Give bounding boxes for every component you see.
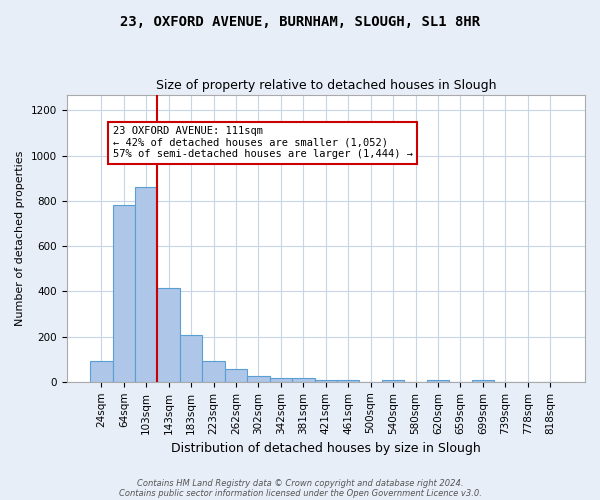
Bar (382, 380, 404, 382)
Text: 23 OXFORD AVENUE: 111sqm
← 42% of detached houses are smaller (1,052)
57% of sem: 23 OXFORD AVENUE: 111sqm ← 42% of detach… (113, 126, 413, 160)
Bar (292, 378, 314, 382)
Bar (472, 380, 494, 382)
Bar (337, 380, 359, 382)
Bar (135, 188, 157, 382)
X-axis label: Distribution of detached houses by size in Slough: Distribution of detached houses by size … (171, 442, 481, 455)
Y-axis label: Number of detached properties: Number of detached properties (15, 150, 25, 326)
Bar (90, 362, 113, 382)
Text: Contains HM Land Registry data © Crown copyright and database right 2024.: Contains HM Land Registry data © Crown c… (137, 478, 463, 488)
Bar (225, 370, 247, 382)
Text: 23, OXFORD AVENUE, BURNHAM, SLOUGH, SL1 8HR: 23, OXFORD AVENUE, BURNHAM, SLOUGH, SL1 … (120, 15, 480, 29)
Bar (202, 362, 225, 382)
Bar (427, 380, 449, 382)
Title: Size of property relative to detached houses in Slough: Size of property relative to detached ho… (155, 79, 496, 92)
Bar (113, 206, 135, 382)
Bar (269, 378, 292, 382)
Bar (247, 376, 269, 382)
Bar (157, 288, 180, 382)
Text: Contains public sector information licensed under the Open Government Licence v3: Contains public sector information licen… (119, 488, 481, 498)
Bar (180, 336, 202, 382)
Bar (314, 380, 337, 382)
